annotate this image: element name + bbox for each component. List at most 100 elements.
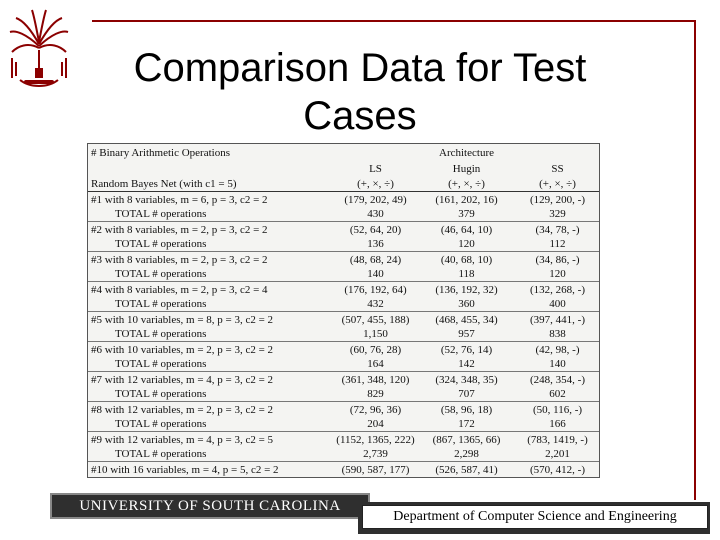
hugin-ops: (40, 68, 10) — [440, 253, 493, 266]
table-row: #9 with 12 variables, m = 4, p = 3, c2 =… — [88, 431, 599, 462]
case-total-label: TOTAL # operations — [115, 417, 207, 430]
table-row: #7 with 12 variables, m = 4, p = 3, c2 =… — [88, 371, 599, 402]
hugin-total: 172 — [458, 417, 475, 430]
ss-total: 140 — [549, 357, 566, 370]
col-header-hugin: Hugin — [452, 163, 481, 175]
hugin-total: 120 — [458, 237, 475, 250]
case-cell: #7 with 12 variables, m = 4, p = 3, c2 =… — [88, 371, 330, 402]
hugin-total: 1,154 — [424, 477, 509, 478]
hugin-cell: (40, 68, 10) 118 — [421, 251, 512, 282]
hugin-ops: (867, 1365, 66) — [432, 433, 501, 446]
hugin-cell: (867, 1365, 66) 2,298 — [421, 431, 512, 462]
case-label: #2 with 8 variables, m = 2, p = 3, c2 = … — [91, 223, 268, 236]
hugin-cell: (136, 192, 32) 360 — [421, 281, 512, 312]
case-cell: #5 with 10 variables, m = 8, p = 3, c2 =… — [88, 311, 330, 342]
ls-ops: (52, 64, 20) — [349, 223, 402, 236]
ss-ops: (50, 116, -) — [532, 403, 583, 416]
ls-ops: (507, 455, 188) — [341, 313, 410, 326]
table-row: #4 with 8 variables, m = 2, p = 3, c2 = … — [88, 281, 599, 312]
ss-total: 112 — [549, 237, 566, 250]
header-random-bayes-net: Random Bayes Net (with c1 = 5) — [88, 176, 330, 192]
slide-frame-right — [694, 20, 696, 500]
ls-total: 204 — [367, 417, 384, 430]
ls-cell: (590, 587, 177)1,354 — [330, 461, 421, 477]
case-label: #9 with 12 variables, m = 4, p = 3, c2 =… — [91, 433, 274, 446]
hugin-ops: (58, 96, 18) — [440, 403, 493, 416]
ops-header-hugin: (+, ×, ÷) — [421, 176, 512, 192]
hugin-cell: (468, 455, 34) 957 — [421, 311, 512, 342]
case-cell: #8 with 12 variables, m = 2, p = 3, c2 =… — [88, 401, 330, 432]
ss-total: 2,201 — [545, 447, 570, 460]
ls-ops: (72, 96, 36) — [349, 403, 402, 416]
table-row: #2 with 8 variables, m = 2, p = 3, c2 = … — [88, 221, 599, 252]
hugin-total: 957 — [458, 327, 475, 340]
ss-total: 838 — [549, 327, 566, 340]
case-cell: #2 with 8 variables, m = 2, p = 3, c2 = … — [88, 221, 330, 252]
footer-university-name: UNIVERSITY OF SOUTH CAROLINA — [50, 493, 370, 519]
comparison-table-grid: # Binary Arithmetic Operations Architect… — [88, 144, 599, 478]
table-row: #8 with 12 variables, m = 2, p = 3, c2 =… — [88, 401, 599, 432]
table-header-row-2: LS Hugin SS — [88, 162, 599, 176]
ss-ops: (132, 268, -) — [530, 283, 585, 296]
case-total-label: TOTAL # operations — [91, 477, 327, 478]
ls-cell: (52, 64, 20) 136 — [330, 221, 421, 252]
hugin-cell: (161, 202, 16) 379 — [421, 191, 512, 222]
ss-total: 602 — [549, 387, 566, 400]
ss-cell: (34, 78, -) 112 — [512, 221, 599, 252]
slide-frame-top — [92, 20, 696, 22]
ss-ops: (248, 354, -) — [530, 373, 585, 386]
case-total-label: TOTAL # operations — [115, 297, 207, 310]
hugin-cell: (58, 96, 18) 172 — [421, 401, 512, 432]
header-architecture: Architecture — [439, 147, 494, 159]
ls-ops: (48, 68, 24) — [349, 253, 402, 266]
table-row: #3 with 8 variables, m = 2, p = 3, c2 = … — [88, 251, 599, 282]
ls-ops: (361, 348, 120) — [341, 373, 410, 386]
hugin-cell: (46, 64, 10) 120 — [421, 221, 512, 252]
table-row: #6 with 10 variables, m = 2, p = 3, c2 =… — [88, 341, 599, 372]
ls-total: 432 — [367, 297, 384, 310]
ss-ops: (397, 441, -) — [530, 313, 585, 326]
header-ops-label: # Binary Arithmetic Operations — [91, 147, 230, 159]
ss-cell: (129, 200, -) 329 — [512, 191, 599, 222]
case-total-label: TOTAL # operations — [115, 207, 207, 220]
case-label: #8 with 12 variables, m = 2, p = 3, c2 =… — [91, 403, 274, 416]
case-cell: #4 with 8 variables, m = 2, p = 3, c2 = … — [88, 281, 330, 312]
ls-total: 164 — [367, 357, 384, 370]
case-cell: #3 with 8 variables, m = 2, p = 3, c2 = … — [88, 251, 330, 282]
footer-department-name: Department of Computer Science and Engin… — [362, 505, 708, 529]
ls-cell: (507, 455, 188) 1,150 — [330, 311, 421, 342]
ls-ops: (176, 192, 64) — [344, 283, 407, 296]
ls-ops: (60, 76, 28) — [349, 343, 402, 356]
hugin-ops: (161, 202, 16) — [435, 193, 498, 206]
ls-cell: (361, 348, 120) 829 — [330, 371, 421, 402]
hugin-ops: (52, 76, 14) — [440, 343, 493, 356]
hugin-total: 142 — [458, 357, 475, 370]
case-label: #6 with 10 variables, m = 2, p = 3, c2 =… — [91, 343, 274, 356]
ss-ops: (34, 86, -) — [535, 253, 580, 266]
ss-cell: (397, 441, -) 838 — [512, 311, 599, 342]
table-row: #1 with 8 variables, m = 6, p = 3, c2 = … — [88, 191, 599, 222]
ss-cell: (42, 98, -) 140 — [512, 341, 599, 372]
table-header-row-3: Random Bayes Net (with c1 = 5) (+, ×, ÷)… — [88, 176, 599, 192]
ss-ops: (570, 412, -) — [530, 463, 585, 476]
ss-cell: (783, 1419, -) 2,201 — [512, 431, 599, 462]
case-total-label: TOTAL # operations — [115, 357, 207, 370]
ls-total: 136 — [367, 237, 384, 250]
case-label: #5 with 10 variables, m = 8, p = 3, c2 =… — [91, 313, 274, 326]
hugin-total: 118 — [458, 267, 475, 280]
ss-total: 982 — [515, 477, 599, 478]
ls-ops: (1152, 1365, 222) — [336, 433, 415, 446]
hugin-cell: (52, 76, 14) 142 — [421, 341, 512, 372]
case-label: #4 with 8 variables, m = 2, p = 3, c2 = … — [91, 283, 268, 296]
hugin-total: 2,298 — [454, 447, 479, 460]
ss-cell: (132, 268, -) 400 — [512, 281, 599, 312]
usc-palmetto-seal-icon — [9, 9, 69, 87]
hugin-total: 360 — [458, 297, 475, 310]
ss-cell: (34, 86, -) 120 — [512, 251, 599, 282]
case-label: #10 with 16 variables, m = 4, p = 5, c2 … — [91, 463, 279, 476]
ss-total: 329 — [549, 207, 566, 220]
ss-cell: (50, 116, -) 166 — [512, 401, 599, 432]
ls-cell: (179, 202, 49) 430 — [330, 191, 421, 222]
ss-total: 400 — [549, 297, 566, 310]
ls-total: 140 — [367, 267, 384, 280]
